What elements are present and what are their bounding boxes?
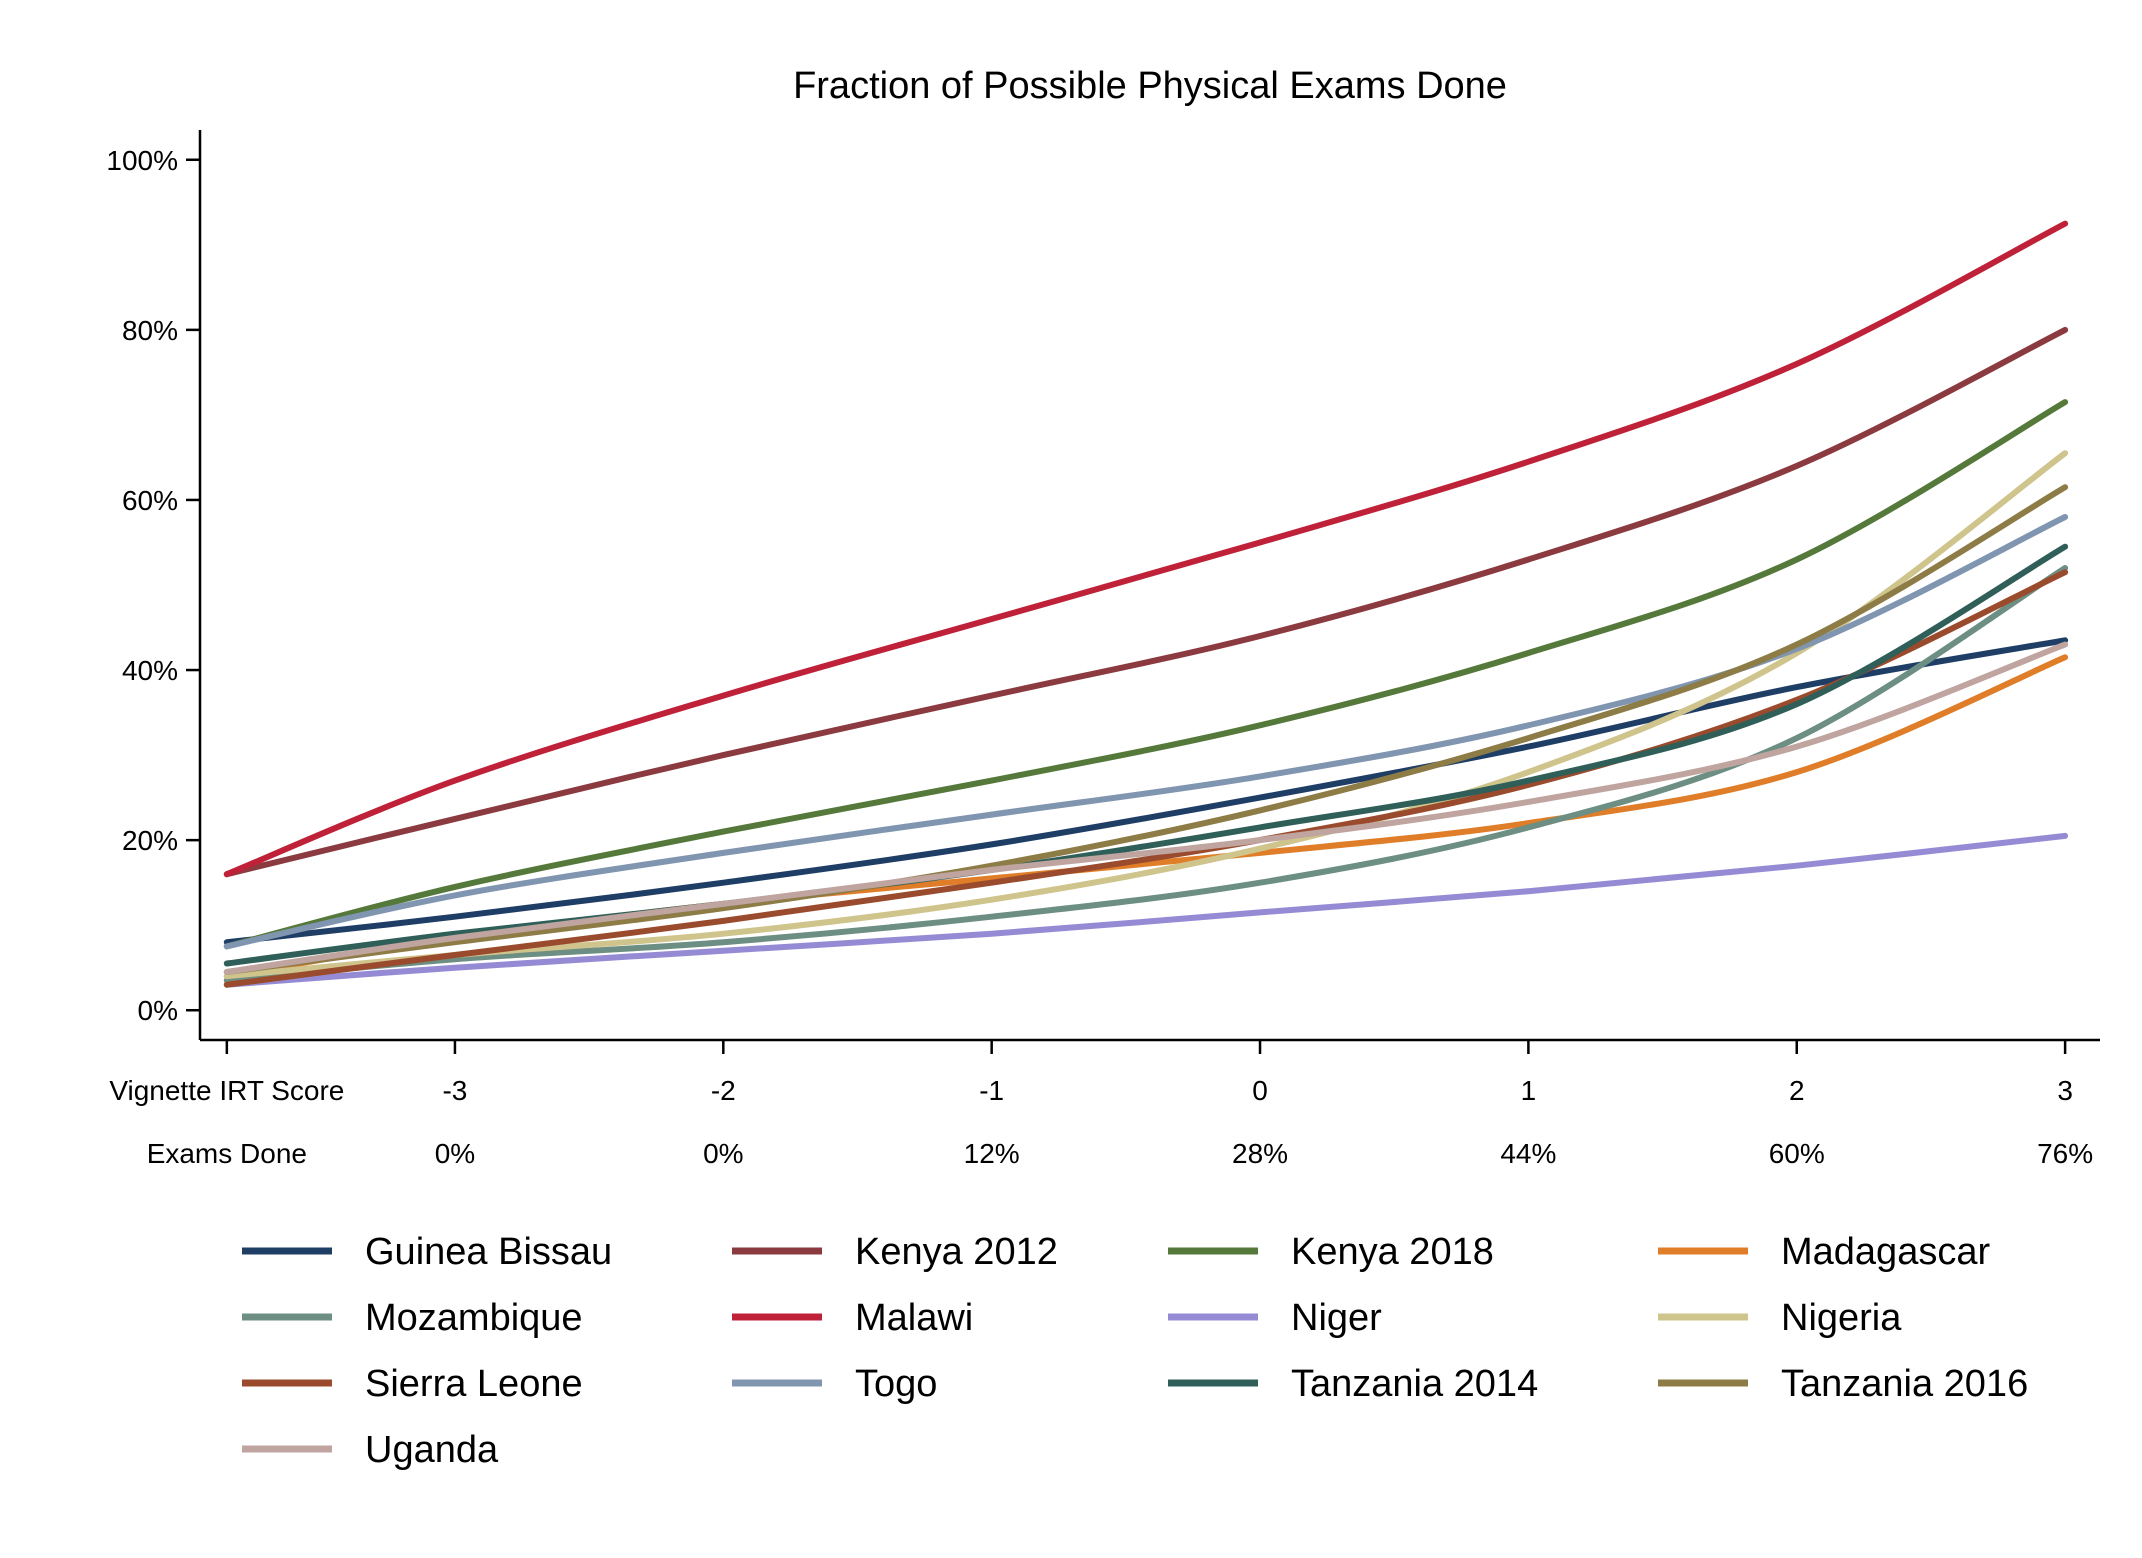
chart-title: Fraction of Possible Physical Exams Done (793, 65, 1507, 107)
x-tick-label: -3 (442, 1075, 467, 1106)
x-tick-label: 3 (2057, 1075, 2073, 1106)
legend-label-tanzania-2016: Tanzania 2016 (1781, 1363, 2028, 1405)
plot-area (223, 220, 2069, 988)
series-line-tanzania-2014 (223, 543, 2069, 967)
y-tick-label: 0% (138, 995, 178, 1026)
series-line-uganda (223, 641, 2069, 975)
x-tick-label: 0% (703, 1138, 743, 1169)
legend-label-kenya-2018: Kenya 2018 (1291, 1231, 1494, 1273)
series-line-kenya-2012 (223, 326, 2069, 878)
legend-label-guinea-bissau: Guinea Bissau (365, 1231, 612, 1273)
legend-label-niger: Niger (1291, 1297, 1382, 1339)
series-line-mozambique (223, 565, 2069, 984)
series-line-kenya-2018 (223, 399, 2069, 950)
y-tick-label: 40% (122, 655, 178, 686)
series-line-sierra-leone (223, 569, 2069, 988)
series-line-malawi (223, 220, 2069, 878)
x-tick-label: 76% (2037, 1138, 2093, 1169)
axes: 0%20%40%60%80%100%Vignette IRT Score -3 -2… (106, 130, 2100, 1169)
y-tick-label: 100% (106, 145, 178, 176)
x-tick-label: 44% (1500, 1138, 1556, 1169)
legend-label-malawi: Malawi (855, 1297, 973, 1339)
x-tick-label: 28% (1232, 1138, 1288, 1169)
legend-label-togo: Togo (855, 1363, 937, 1405)
series-line-togo (223, 514, 2069, 950)
legend: Guinea Bissau Kenya 2012 Kenya 2018 Madagas… (242, 1231, 2028, 1471)
x-tick-label: 2 (1789, 1075, 1805, 1106)
x-tick-label: -2 (711, 1075, 736, 1106)
x-tick-label: 0% (435, 1138, 475, 1169)
y-tick-label: 60% (122, 485, 178, 516)
x-row-label: Vignette IRT Score (109, 1075, 344, 1106)
series-line-niger (223, 832, 2069, 988)
legend-label-nigeria: Nigeria (1781, 1297, 1902, 1339)
legend-label-madagascar: Madagascar (1781, 1231, 1990, 1273)
legend-label-sierra-leone: Sierra Leone (365, 1363, 583, 1405)
series-line-guinea-bissau (223, 637, 2069, 946)
y-tick-label: 80% (122, 315, 178, 346)
legend-label-uganda: Uganda (365, 1429, 499, 1471)
legend-label-tanzania-2014: Tanzania 2014 (1291, 1363, 1538, 1405)
x-tick-label: 12% (964, 1138, 1020, 1169)
x-tick-label: 60% (1769, 1138, 1825, 1169)
x-row-label: Exams Done (147, 1138, 307, 1169)
series-line-tanzania-2016 (223, 484, 2069, 975)
legend-label-kenya-2012: Kenya 2012 (855, 1231, 1058, 1273)
x-tick-label: 1 (1521, 1075, 1537, 1106)
legend-label-mozambique: Mozambique (365, 1297, 583, 1339)
x-tick-label: -1 (979, 1075, 1004, 1106)
y-tick-label: 20% (122, 825, 178, 856)
x-tick-label: 0 (1252, 1075, 1268, 1106)
